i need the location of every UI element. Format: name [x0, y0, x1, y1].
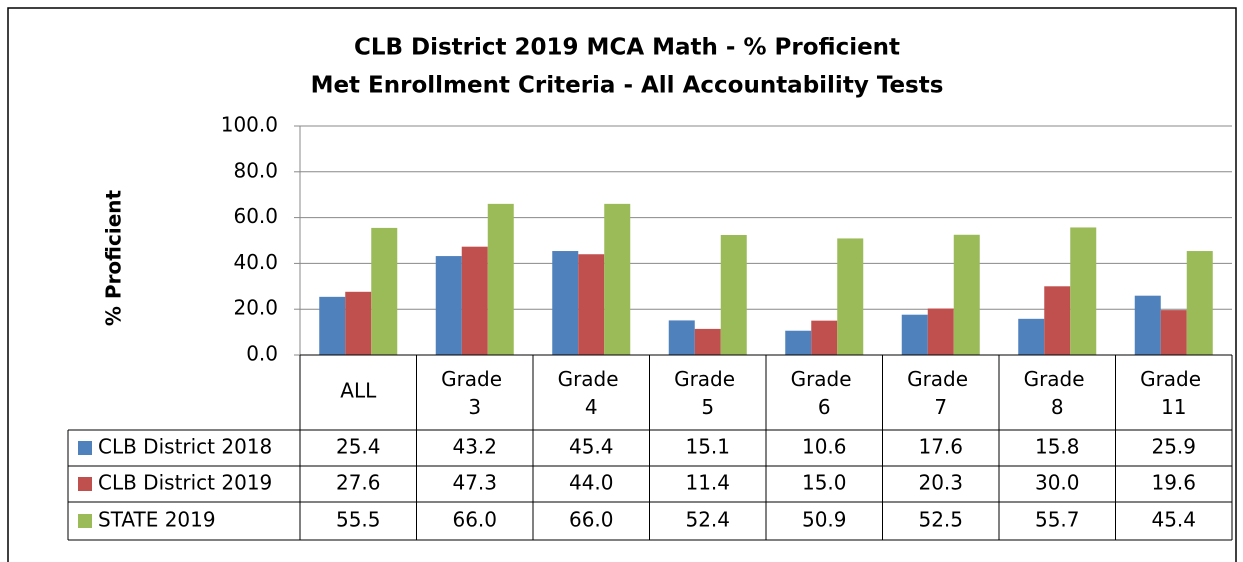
table-value: 45.4 [1151, 508, 1196, 532]
legend-label: STATE 2019 [98, 508, 216, 532]
category-label: Grade 8 [1024, 367, 1091, 419]
table-value: 27.6 [336, 471, 381, 495]
chart-title: CLB District 2019 MCA Math - % Proficien… [354, 35, 900, 61]
bar [927, 308, 954, 355]
bar [487, 203, 514, 355]
y-tick-label: 60.0 [233, 204, 278, 228]
bar [552, 251, 579, 355]
table-value: 45.4 [569, 435, 614, 459]
table-value: 15.1 [685, 435, 730, 459]
y-tick-label: 0.0 [246, 342, 278, 366]
chart-frame [7, 7, 1237, 562]
bar [901, 314, 928, 355]
table-value: 30.0 [1035, 471, 1080, 495]
table-value: 15.8 [1035, 435, 1080, 459]
table-value: 11.4 [685, 471, 730, 495]
table-value: 20.3 [918, 471, 963, 495]
y-tick-label: 20.0 [233, 296, 278, 320]
table-value: 19.6 [1151, 471, 1196, 495]
table-value: 47.3 [452, 471, 497, 495]
bar [1186, 251, 1213, 355]
bar [461, 246, 488, 355]
bar [837, 238, 864, 355]
category-label: Grade 11 [1140, 367, 1207, 419]
category-label: Grade 5 [674, 367, 741, 419]
category-label: ALL [340, 379, 377, 403]
table-value: 25.4 [336, 435, 381, 459]
table-value: 44.0 [569, 471, 614, 495]
bar [604, 203, 631, 355]
bar [1134, 295, 1161, 355]
legend-key [78, 441, 92, 455]
table-value: 66.0 [569, 508, 614, 532]
table-value: 55.7 [1035, 508, 1080, 532]
bar [668, 320, 695, 355]
bar [319, 296, 346, 355]
table-value: 25.9 [1151, 435, 1196, 459]
table-value: 15.0 [802, 471, 847, 495]
table-value: 52.5 [918, 508, 963, 532]
bar [1070, 227, 1097, 355]
table-value: 10.6 [802, 435, 847, 459]
category-label: Grade 4 [558, 367, 625, 419]
bar [345, 291, 372, 355]
legend-label: CLB District 2019 [98, 471, 272, 495]
bar [720, 235, 747, 355]
bar [1018, 318, 1045, 355]
y-tick-label: 80.0 [233, 158, 278, 182]
bar [1160, 310, 1187, 355]
table-value: 55.5 [336, 508, 381, 532]
table-value: 17.6 [918, 435, 963, 459]
table-value: 43.2 [452, 435, 497, 459]
bar [953, 234, 980, 355]
table-value: 50.9 [802, 508, 847, 532]
legend-key [78, 477, 92, 491]
legend-key [78, 514, 92, 528]
y-axis-label: % Proficient [102, 189, 126, 326]
bar [785, 330, 812, 355]
bar [811, 320, 838, 355]
category-label: Grade 6 [791, 367, 858, 419]
category-label: Grade 3 [441, 367, 508, 419]
bar [435, 256, 462, 355]
chart-subtitle: Met Enrollment Criteria - All Accountabi… [311, 73, 944, 99]
category-label: Grade 7 [907, 367, 974, 419]
bar [1044, 286, 1071, 355]
bar [694, 328, 721, 355]
y-tick-label: 40.0 [233, 250, 278, 274]
y-tick-label: 100.0 [221, 113, 278, 137]
bar [371, 227, 398, 355]
table-value: 66.0 [452, 508, 497, 532]
bar [578, 254, 605, 355]
table-value: 52.4 [685, 508, 730, 532]
legend-label: CLB District 2018 [98, 435, 272, 459]
